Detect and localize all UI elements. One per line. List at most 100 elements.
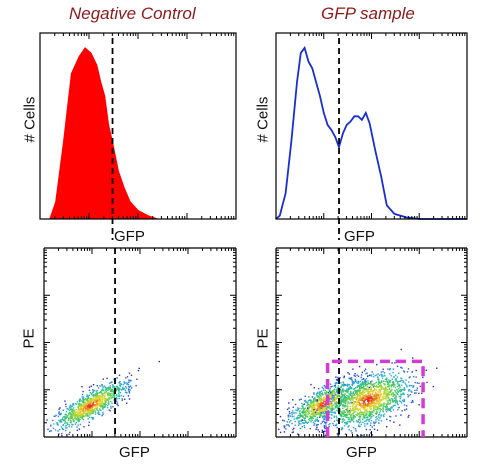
neg-dot-event bbox=[94, 404, 96, 406]
neg-dot-event bbox=[58, 433, 60, 435]
neg-dot-event bbox=[87, 405, 89, 407]
gfp-dot-event bbox=[308, 418, 311, 420]
gfp-dot-event bbox=[381, 375, 383, 377]
neg-dot-event bbox=[110, 397, 112, 399]
gfp-dot-event bbox=[356, 421, 358, 423]
gfp-dot-event bbox=[334, 391, 336, 393]
neg-dot-event bbox=[94, 407, 97, 410]
gfp-dot-event bbox=[312, 421, 315, 424]
neg-dot-event bbox=[87, 397, 89, 400]
neg-dot-event bbox=[95, 401, 97, 403]
gfp-dot-event bbox=[374, 408, 377, 411]
neg-dot-event bbox=[97, 403, 100, 405]
gfp-dot-event bbox=[354, 408, 356, 410]
gfp-dot-event bbox=[288, 421, 291, 423]
neg-dot-event bbox=[79, 416, 81, 418]
neg-dot-event bbox=[79, 423, 82, 426]
gfp-dot-event bbox=[352, 388, 355, 390]
neg-dot-event bbox=[89, 416, 91, 419]
gfp-dot-event bbox=[330, 417, 333, 420]
gfp-dot-event bbox=[279, 416, 282, 418]
gfp-dot-event bbox=[331, 409, 333, 412]
neg-dot-event bbox=[102, 402, 104, 404]
gfp-dot-event bbox=[382, 370, 384, 373]
gfp-dot-event bbox=[324, 408, 326, 410]
gfp-dot-event bbox=[344, 393, 346, 395]
gfp-dot-event bbox=[287, 424, 289, 426]
neg-dot-event bbox=[74, 423, 77, 425]
gfp-dot-event bbox=[306, 422, 308, 424]
gfp-dot-event bbox=[353, 374, 355, 377]
gfp-dot-event bbox=[380, 399, 383, 401]
gfp-dot-event bbox=[299, 420, 301, 422]
gfp-dot-event bbox=[303, 424, 305, 427]
gfp-dot-event bbox=[366, 390, 369, 392]
neg-dot-event bbox=[94, 410, 96, 412]
gfp-dot-event bbox=[353, 417, 355, 420]
gfp-dot-event bbox=[329, 393, 332, 396]
gfp-dot-event bbox=[384, 393, 386, 395]
gfp-dot-event bbox=[347, 411, 349, 414]
gfp-dot-event bbox=[344, 390, 347, 393]
gfp-dot-event bbox=[302, 416, 304, 418]
gfp-dot-event bbox=[356, 392, 358, 394]
gfp-dot-event bbox=[316, 403, 319, 405]
gfp-dot-event bbox=[363, 415, 365, 418]
neg-dot-event bbox=[77, 416, 79, 418]
neg-dot-event bbox=[58, 414, 61, 416]
gfp-dot-event bbox=[383, 384, 386, 386]
gfp-dot-event bbox=[331, 404, 333, 407]
gfp-dot-event bbox=[333, 392, 336, 395]
neg-dot-event bbox=[92, 395, 94, 397]
neg-dot-event bbox=[92, 403, 94, 406]
gfp-dot-event bbox=[278, 428, 280, 431]
gfp-dot-event bbox=[322, 403, 324, 405]
neg-dot-event bbox=[85, 410, 88, 413]
gfp-dot-event bbox=[358, 389, 360, 392]
gfp-dot-event bbox=[389, 415, 391, 418]
gfp-dot-event bbox=[346, 409, 348, 411]
gfp-dot-event bbox=[304, 413, 306, 416]
neg-dot-event bbox=[97, 395, 100, 397]
gfp-dot-event bbox=[399, 386, 401, 388]
gfp-dot-event bbox=[389, 368, 391, 370]
neg-dot-event bbox=[56, 422, 58, 424]
gfp-dot-event bbox=[376, 399, 378, 401]
gfp-dot-event bbox=[303, 422, 305, 424]
gfp-dot-event bbox=[371, 404, 374, 407]
gfp-dot-event bbox=[343, 383, 346, 386]
gfp-dot-event bbox=[387, 383, 390, 385]
gfp-dot-event bbox=[369, 402, 371, 405]
neg-dot-event bbox=[98, 400, 101, 403]
neg-dot-event bbox=[73, 404, 75, 406]
neg-dot-event bbox=[108, 387, 110, 389]
neg-dot-event bbox=[124, 398, 126, 400]
gfp-dot-event bbox=[382, 368, 384, 370]
gfp-dot-event bbox=[401, 399, 404, 401]
gfp-dot-event bbox=[380, 394, 382, 396]
gfp-dot-event bbox=[380, 380, 383, 383]
neg-dot-event bbox=[100, 405, 102, 407]
gfp-dot-event bbox=[316, 419, 318, 421]
gfp-dot-event bbox=[349, 393, 351, 396]
neg-dot-event bbox=[62, 428, 65, 431]
neg-dot-event bbox=[66, 416, 68, 418]
gfp-dot-event bbox=[370, 420, 373, 422]
gfp-dot-event bbox=[302, 410, 304, 412]
gfp-dot-event bbox=[369, 429, 371, 431]
gfp-dot-event bbox=[357, 394, 359, 396]
gfp-dot-event bbox=[362, 418, 364, 421]
gfp-dot-event bbox=[347, 405, 349, 407]
neg-dot-event bbox=[112, 384, 114, 386]
gfp-dot-event bbox=[365, 420, 367, 422]
gfp-dot-event bbox=[294, 420, 296, 423]
neg-dot-event bbox=[136, 378, 138, 380]
gfp-dot-event bbox=[359, 403, 362, 405]
gfp-dot-event bbox=[366, 388, 369, 390]
gfp-dot-event bbox=[377, 386, 379, 388]
gfp-dot-event bbox=[371, 397, 374, 400]
neg-dot-event bbox=[77, 414, 79, 416]
gfp-dot-event bbox=[370, 393, 372, 395]
gfp-dot-event bbox=[348, 402, 350, 404]
